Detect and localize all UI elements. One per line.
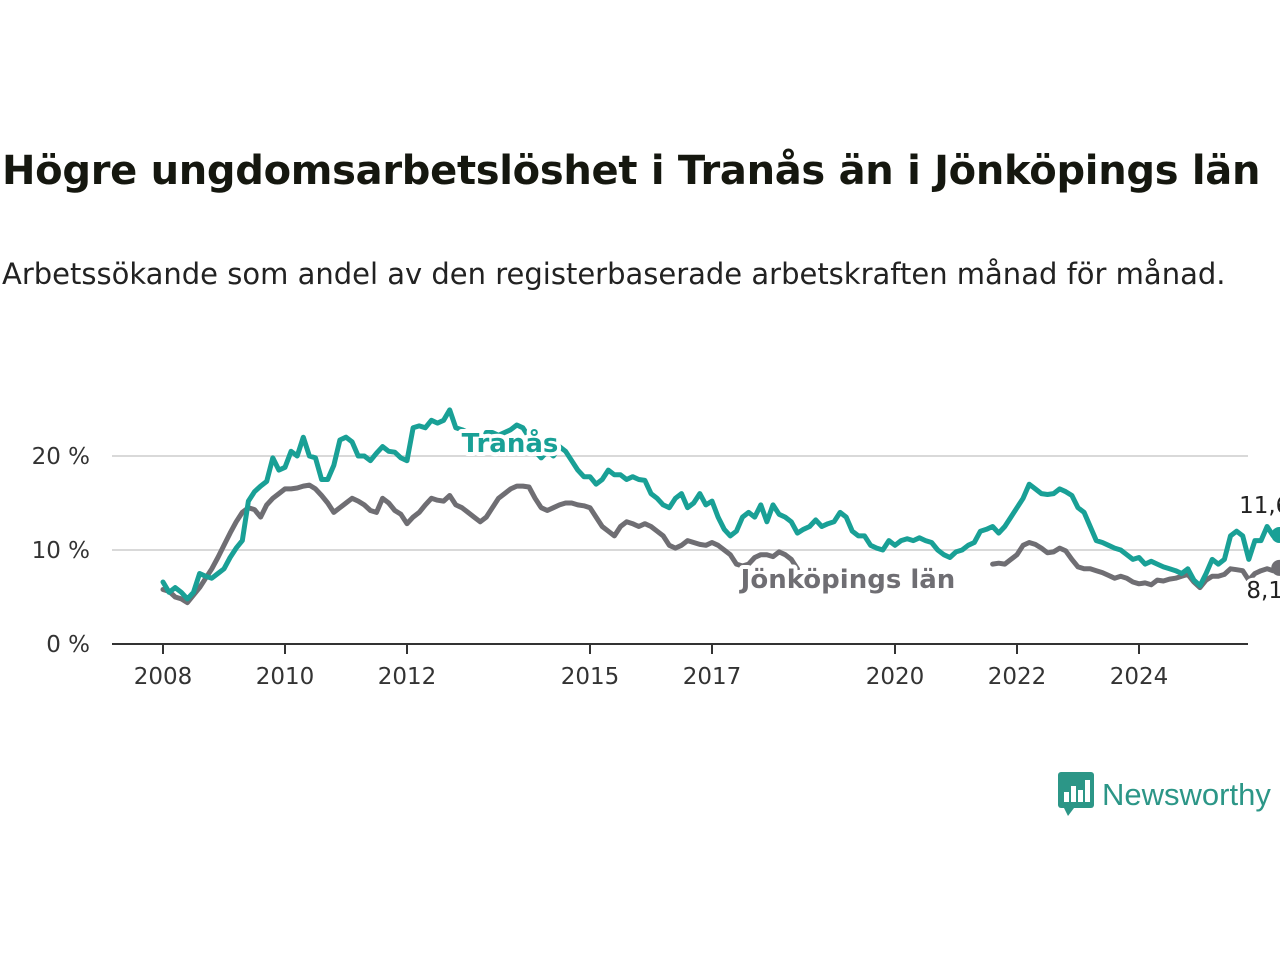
series-line-jonkopings-lan-tail <box>990 540 1280 591</box>
line-chart: 0 % 10 % 20 % 2008 2010 2012 2015 2017 2020 2022… <box>32 407 1280 690</box>
y-tick-label: 10 % <box>32 538 90 564</box>
chart-title: Högre ungdomsarbetslöshet i Tranås än i … <box>2 148 1261 194</box>
end-point-tranas <box>1271 526 1280 543</box>
series-line-tranas <box>160 407 1280 602</box>
end-label-tranas: 11,6 % <box>1239 493 1280 519</box>
bar-chart-speech-bubble-icon <box>1058 772 1094 816</box>
end-point-jonkopings-lan <box>1271 559 1280 576</box>
series-line-jonkopings-lan <box>160 482 800 606</box>
newsworthy-logo: Newsworthy <box>1058 772 1271 818</box>
y-tick-label: 0 % <box>46 632 90 658</box>
x-tick-label: 2017 <box>683 664 742 690</box>
logo-wordmark: Newsworthy <box>1102 777 1271 812</box>
series-label-jonkopings-lan-halo: Jönköpings län <box>739 565 956 595</box>
end-label-tranas-halo: 11,6 % <box>1239 493 1280 519</box>
y-tick-label: 20 % <box>32 444 90 470</box>
series-label-tranas-halo: Tranås <box>462 427 559 459</box>
end-label-jonkopings-lan-halo: 8,1 % <box>1246 578 1280 604</box>
x-tick-label: 2010 <box>256 664 315 690</box>
series-label-tranas: Tranås <box>462 427 559 459</box>
x-tick-label: 2022 <box>988 664 1047 690</box>
series-lines <box>160 407 1280 606</box>
x-tick-label: 2015 <box>561 664 620 690</box>
series-label-jonkopings-lan: Jönköpings län <box>739 565 956 595</box>
x-axis: 2008 2010 2012 2015 2017 2020 2022 2024 <box>112 643 1248 690</box>
x-tick-label: 2012 <box>378 664 437 690</box>
x-tick-label: 2020 <box>866 664 925 690</box>
x-tick-label: 2008 <box>134 664 193 690</box>
x-tick-label: 2024 <box>1110 664 1169 690</box>
chart-subtitle: Arbetssökande som andel av den registerb… <box>2 257 1226 291</box>
end-label-jonkopings-lan: 8,1 % <box>1246 578 1280 604</box>
